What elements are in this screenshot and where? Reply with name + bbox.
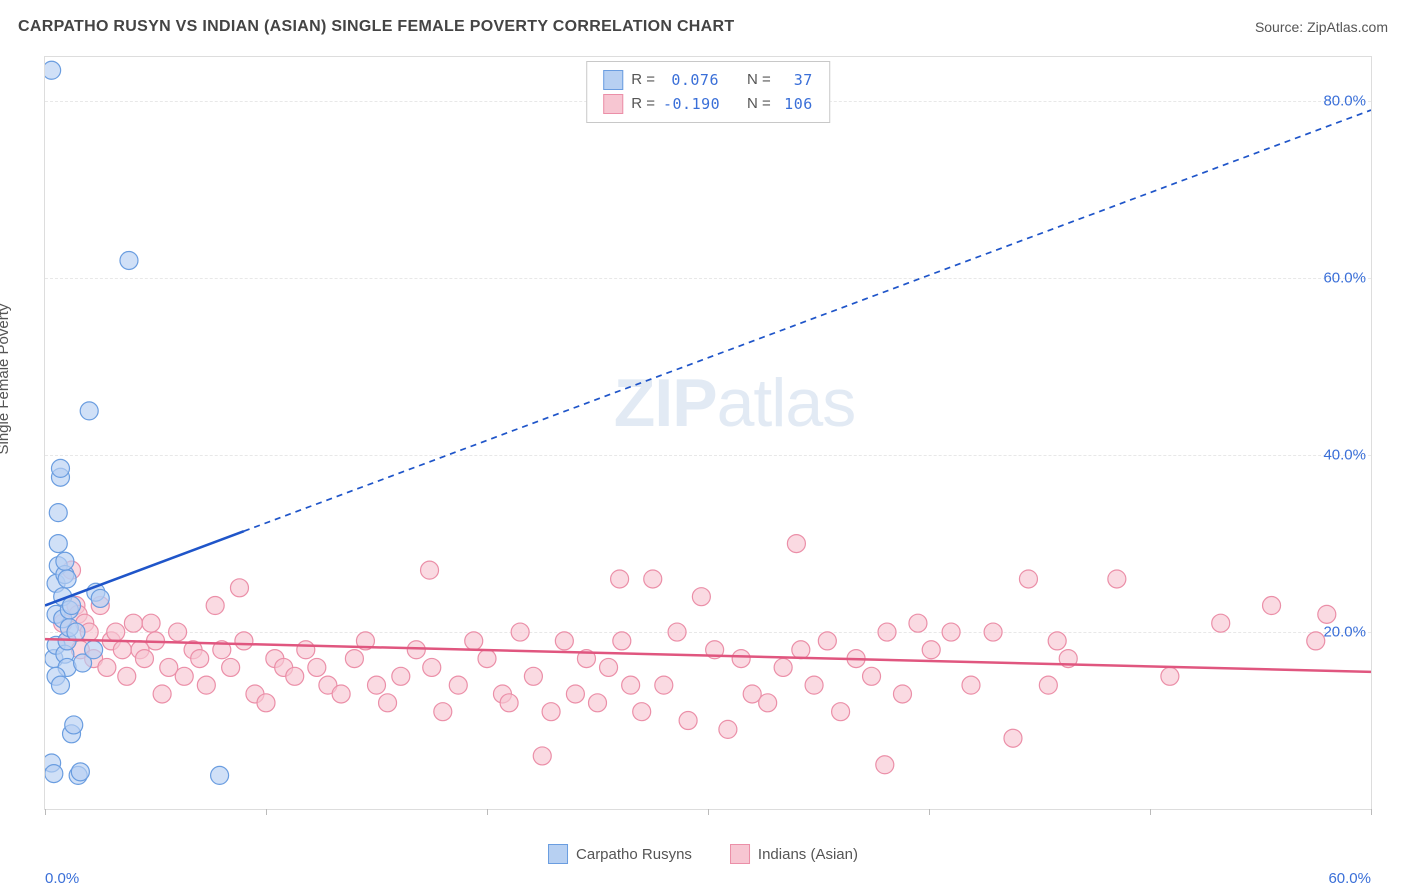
- n-value-carpatho: 37: [779, 68, 813, 92]
- swatch-carpatho: [603, 70, 623, 90]
- xtick-label: 60.0%: [1328, 870, 1371, 887]
- r-value-indian: -0.190: [663, 92, 719, 116]
- source-label: Source: ZipAtlas.com: [1255, 19, 1388, 35]
- legend-series: Carpatho Rusyns Indians (Asian): [548, 844, 858, 864]
- ytick-label: 60.0%: [1323, 270, 1372, 287]
- legend-label-indian: Indians (Asian): [758, 846, 858, 863]
- ytick-label: 20.0%: [1323, 624, 1372, 641]
- swatch-indian: [603, 94, 623, 114]
- legend-label-carpatho: Carpatho Rusyns: [576, 846, 692, 863]
- ytick-label: 40.0%: [1323, 447, 1372, 464]
- swatch-indian-icon: [730, 844, 750, 864]
- legend-row-carpatho: R = 0.076 N = 37: [603, 68, 813, 92]
- chart-area: ZIPatlas R = 0.076 N = 37 R = -0.190 N =…: [44, 56, 1372, 810]
- xtick-label: 0.0%: [45, 870, 79, 887]
- ytick-label: 80.0%: [1323, 93, 1372, 110]
- scatter-plot: [45, 57, 1371, 809]
- r-value-carpatho: 0.076: [663, 68, 719, 92]
- legend-row-indian: R = -0.190 N = 106: [603, 92, 813, 116]
- chart-title: CARPATHO RUSYN VS INDIAN (ASIAN) SINGLE …: [18, 18, 734, 36]
- n-value-indian: 106: [779, 92, 813, 116]
- legend-item-indian: Indians (Asian): [730, 844, 858, 864]
- swatch-carpatho-icon: [548, 844, 568, 864]
- y-axis-label: Single Female Poverty: [0, 304, 12, 455]
- legend-item-carpatho: Carpatho Rusyns: [548, 844, 692, 864]
- legend-stats: R = 0.076 N = 37 R = -0.190 N = 106: [586, 61, 830, 123]
